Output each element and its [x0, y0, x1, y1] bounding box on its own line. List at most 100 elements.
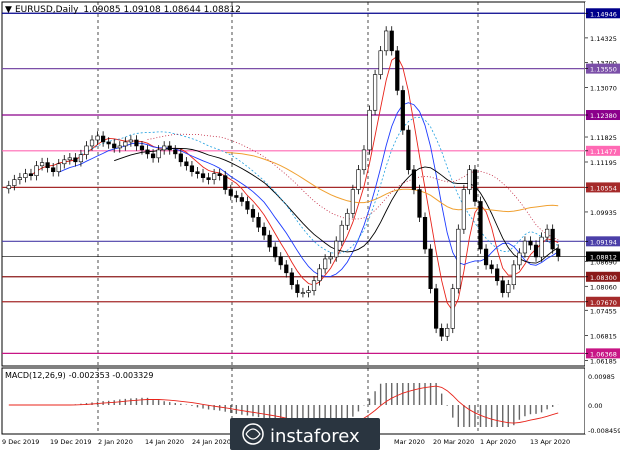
- candle: [339, 224, 344, 242]
- candle: [106, 141, 111, 145]
- date-axis-label: 24 Jan 2020: [192, 438, 231, 446]
- candle: [28, 173, 34, 176]
- candle: [428, 248, 433, 289]
- candle: [162, 145, 167, 151]
- price-axis-label: 1.08812: [590, 253, 617, 261]
- candle: [234, 195, 239, 198]
- candle: [323, 258, 328, 270]
- candle: [417, 189, 422, 218]
- price-axis-label: 1.09935: [590, 209, 617, 217]
- price-panel[interactable]: [1, 1, 586, 367]
- candle: [545, 228, 550, 238]
- candle: [434, 288, 439, 329]
- price-axis-label: 1.14325: [590, 35, 617, 43]
- candle: [245, 201, 250, 210]
- price-axis-label: 1.13070: [590, 85, 617, 93]
- candle: [178, 153, 183, 163]
- candle: [134, 139, 139, 147]
- candle: [550, 228, 555, 250]
- candle: [500, 280, 505, 293]
- macd-signal-line: [8, 385, 559, 426]
- candle: [378, 50, 383, 75]
- price-axis-label: 1.10554: [590, 184, 617, 192]
- macd-axis-label: 0.00985: [588, 373, 615, 381]
- candle: [311, 280, 317, 291]
- candle: [250, 209, 256, 218]
- header-dropdown-icon[interactable]: ▼: [5, 5, 12, 15]
- candle: [212, 173, 217, 180]
- candle: [467, 169, 472, 190]
- candle: [73, 157, 78, 163]
- candle: [422, 217, 428, 250]
- candle: [256, 217, 261, 228]
- price-axis-label: 1.09194: [590, 238, 617, 246]
- price-axis-label: 1.07455: [590, 307, 617, 315]
- candle: [101, 135, 106, 143]
- candle: [62, 159, 67, 165]
- candle: [184, 161, 189, 167]
- macd-axis-label: 0.00: [588, 402, 602, 410]
- date-axis-label: 1 Apr 2020: [480, 438, 516, 446]
- candle: [173, 149, 178, 155]
- candle: [128, 139, 133, 143]
- candle: [456, 228, 461, 289]
- ma-orange-line: [225, 152, 559, 213]
- candle: [112, 143, 117, 149]
- candle: [506, 284, 511, 293]
- candle: [384, 30, 389, 52]
- candle: [356, 169, 361, 190]
- candle: [522, 240, 528, 254]
- candle: [367, 109, 372, 151]
- candle: [517, 252, 522, 266]
- candle: [539, 236, 544, 258]
- candle: [450, 288, 455, 329]
- price-axis-label: 1.06368: [590, 350, 617, 358]
- candle: [372, 74, 378, 111]
- candle: [195, 171, 200, 174]
- candle: [361, 149, 367, 171]
- price-axis-label: 1.13550: [590, 66, 617, 74]
- candle: [51, 167, 56, 173]
- date-axis-label: 2 Jan 2020: [98, 438, 133, 446]
- candle: [528, 240, 533, 246]
- date-axis-label: 14 Jan 2020: [145, 438, 184, 446]
- instaforex-logo-icon: [242, 423, 264, 445]
- candle: [483, 248, 489, 266]
- price-axis-label: 1.06185: [590, 358, 617, 366]
- price-level-tag: [586, 110, 620, 121]
- ma-red-line: [30, 55, 559, 312]
- price-axis-label: 1.08690: [590, 258, 617, 266]
- watermark-text: instaforex: [270, 426, 360, 447]
- candle: [278, 256, 283, 266]
- candle: [156, 149, 161, 159]
- price-axis-label: 1.11195: [590, 159, 617, 167]
- price-level-tag: [586, 63, 620, 74]
- price-level-tag: [586, 251, 620, 262]
- candle: [284, 264, 289, 274]
- candle: [228, 189, 233, 196]
- candle: [389, 30, 394, 52]
- candle: [89, 139, 95, 147]
- candle: [350, 189, 355, 214]
- price-axis-label: 1.14946: [590, 10, 617, 18]
- price-level-tag: [586, 271, 620, 282]
- price-axis-label: 1.08300: [590, 274, 617, 282]
- candle: [23, 173, 28, 178]
- date-axis-label: 9 Dec 2019: [2, 438, 39, 446]
- candle: [139, 145, 145, 151]
- price-level-tag: [586, 8, 620, 19]
- candle: [406, 129, 411, 171]
- candle: [117, 145, 122, 149]
- symbol-title: EURUSD,Daily 1.09085 1.09108 1.08644 1.08…: [15, 5, 241, 15]
- candle: [489, 264, 494, 270]
- macd-title: MACD(12,26,9) -0.002353 -0.003329: [5, 371, 153, 380]
- price-level-tag: [586, 236, 620, 247]
- candle: [400, 90, 405, 131]
- candle: [289, 272, 294, 286]
- candle: [45, 162, 50, 169]
- price-axis-label: 1.07670: [590, 299, 617, 307]
- candle: [472, 169, 478, 202]
- price-axis-label: 1.12380: [590, 112, 617, 120]
